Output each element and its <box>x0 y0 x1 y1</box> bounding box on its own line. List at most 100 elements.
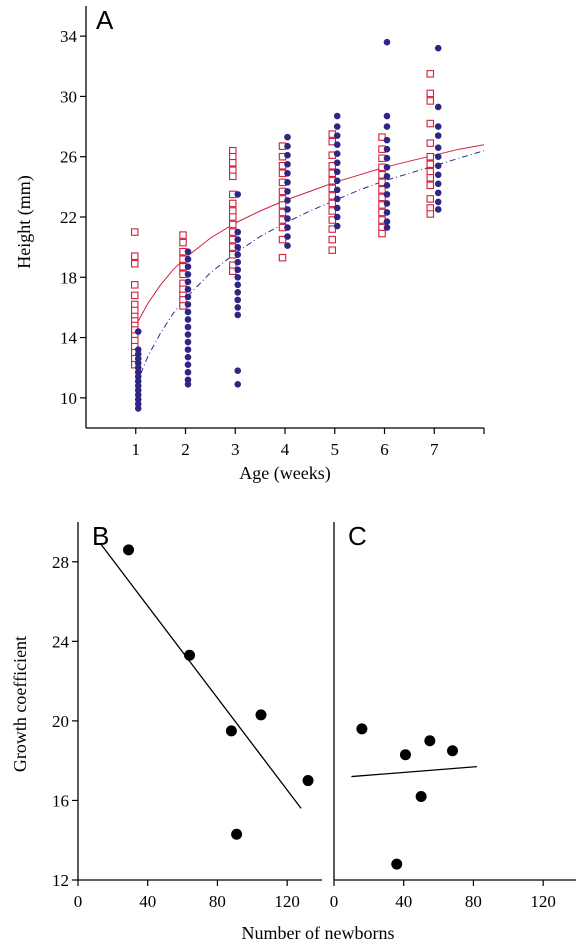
panel-c-point <box>356 723 368 735</box>
panel-a-filled-circle-point <box>284 224 291 231</box>
panel-a-open-square-point <box>328 225 337 233</box>
panel-a-filled-circle-point <box>383 209 391 216</box>
panel-a-open-square-point <box>229 213 237 221</box>
panel-a-filled-circle-point <box>184 293 192 301</box>
panel-bc-x-axis-label: Number of newborns <box>242 923 395 943</box>
panel-b-point <box>184 649 196 661</box>
panel-a-x-tick-label: 4 <box>281 440 290 459</box>
panel-a-open-square-point <box>426 195 435 203</box>
panel-a-open-square-point <box>229 146 237 155</box>
panel-a-filled-circle-point <box>333 123 341 130</box>
panel-a-filled-circle-point <box>234 289 242 296</box>
panel-a-filled-circle-point <box>434 198 442 206</box>
panel-a-filled-circle-point <box>184 380 192 388</box>
panel-a-filled-circle-point <box>434 103 442 111</box>
panel-a-y-tick-label: 26 <box>60 148 77 167</box>
panel-c-x-tick-label: 80 <box>465 892 482 911</box>
panel-b-point <box>255 709 267 721</box>
panel-a-filled-circle-point <box>234 311 242 319</box>
panel-a-y-tick-label: 18 <box>60 268 77 287</box>
panel-b-label: B <box>92 521 109 551</box>
panel-a-filled-circle-point <box>134 368 142 376</box>
panel-a-filled-circle-point <box>184 301 192 308</box>
panel-a-open-square-point <box>378 186 386 194</box>
panel-b-point <box>225 725 237 737</box>
panel-a-x-tick-label: 7 <box>430 440 439 459</box>
panel-a-filled-circle-point <box>234 304 242 311</box>
panel-a-open-square-point <box>328 207 337 215</box>
panel-a-filled-circle-point <box>383 136 391 144</box>
panel-a-open-square-point <box>229 166 237 175</box>
panel-b-x-tick-label: 0 <box>74 892 83 911</box>
panel-a-filled-circle-point <box>434 189 442 197</box>
panel-c-point <box>447 745 459 757</box>
panel-a-open-square-point <box>378 133 386 141</box>
panel-a-filled-circle-point <box>184 353 192 361</box>
panel-a-open-square-point <box>378 229 386 238</box>
panel-a-filled-circle-point <box>284 151 291 159</box>
panel-a-filled-circle-point <box>284 233 291 240</box>
panel-b-y-tick-label: 28 <box>52 553 69 572</box>
panel-c-point <box>399 749 411 761</box>
panel-a-open-square-point <box>328 162 337 170</box>
panel-a-filled-circle-point <box>284 133 291 141</box>
panel-a-y-tick-label: 14 <box>60 329 78 348</box>
panel-b-x-ticks: 0 40 80 120 <box>74 880 300 911</box>
panel-a-open-square-point <box>229 220 237 229</box>
panel-a-filled-circle-point <box>333 222 341 230</box>
panel-c-x-tick-label: 120 <box>530 892 556 911</box>
panel-b-points <box>123 544 314 840</box>
panel-b-y-tick-label: 16 <box>52 791 69 810</box>
panel-b-x-tick-label: 120 <box>274 892 300 911</box>
panel-a-open-square-point <box>426 168 435 176</box>
panel-b-x-tick-label: 80 <box>209 892 226 911</box>
panel-a-filled-circle-point <box>284 242 291 249</box>
panel-a-open-square-point <box>426 139 435 147</box>
panel-a-filled-circle-point <box>234 191 242 198</box>
panel-a-open-square-point <box>131 259 139 268</box>
panel-c-point <box>424 735 436 747</box>
panel-a-open-square-point <box>426 181 435 190</box>
panel-a-x-tick-label: 1 <box>132 440 141 459</box>
panel-a-filled-circle-point <box>434 132 442 139</box>
panel-a-filled-circle-point <box>234 296 242 304</box>
panel-a-x-ticks: 1 2 3 4 5 6 7 <box>132 428 485 459</box>
panel-a-filled-circle-point <box>184 323 192 331</box>
panel-a-open-square-point <box>229 158 237 167</box>
panel-b-y-ticks: 12 16 20 24 28 <box>52 553 78 890</box>
panel-a-filled-circle-point <box>234 273 242 281</box>
panel-a-y-axis-label: Height (mm) <box>14 175 35 268</box>
panel-a-filled-circle-point <box>333 195 341 203</box>
panel-a-filled-circle-point <box>134 405 142 412</box>
panel-a-filled-circle-point <box>434 123 442 130</box>
panel-a-open-square-point <box>426 204 435 212</box>
panel-c-fit-line <box>351 765 477 778</box>
panel-a-filled-circle-point <box>434 144 442 151</box>
panel-a-filled-circle-point <box>134 377 142 385</box>
panel-c-point <box>415 790 427 802</box>
panel-a-filled-circle-point <box>134 382 142 390</box>
panel-a-filled-circle-point <box>184 255 192 263</box>
panel-a-filled-circle-point <box>234 281 242 289</box>
panel-a-filled-circle-point <box>234 236 242 243</box>
panel-a-filled-circle-point <box>383 200 391 207</box>
panel-c-label: C <box>348 521 367 551</box>
panel-a-open-square-point <box>131 300 139 309</box>
panel-a-filled-circle-point <box>434 162 442 170</box>
panel-c-regression-line <box>351 765 477 778</box>
panel-a-y-tick-label: 34 <box>60 27 78 46</box>
panel-a-open-square-point <box>229 172 237 181</box>
panel-a-open-square-point <box>131 228 139 236</box>
panel-a-filled-circle-point <box>333 204 341 212</box>
panel-a-open-square-point <box>179 238 187 247</box>
panel-a-x-tick-label: 2 <box>181 440 190 459</box>
panel-a-filled-circle-point <box>184 278 192 286</box>
panel-a-filled-circle-point <box>434 206 442 213</box>
panel-a-filled-circle-point <box>284 142 291 150</box>
panel-a-filled-circle-point <box>383 218 391 225</box>
panel-a-filled-circle-point <box>434 44 442 52</box>
panel-b-fit-line <box>100 543 302 809</box>
panel-b-point <box>231 828 243 840</box>
panel-a-filled-circle-point <box>234 228 242 236</box>
